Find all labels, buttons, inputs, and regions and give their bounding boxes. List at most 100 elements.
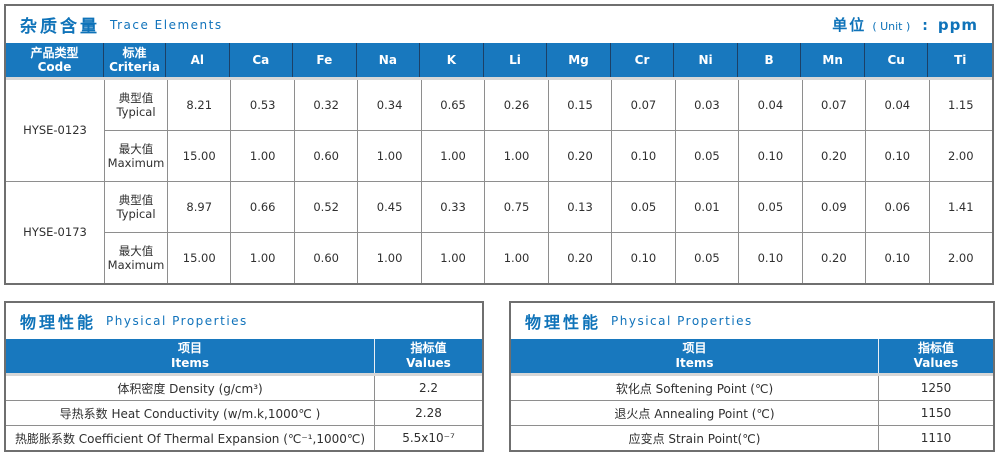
element-column-header: Ti [954,52,967,67]
element-column-header: B [738,43,802,77]
trace-value-cell: 0.04 [866,80,929,130]
phys-right-title-bar: 物理性能 Physical Properties [511,303,993,339]
values-column-header: 指标值 Values [913,341,959,370]
trace-value-cell: 0.66 [231,182,294,232]
phys-value-cell: 2.2 [375,376,482,400]
product-code-cell: HYSE-0123 [6,80,104,181]
element-column-header: Cr [611,43,675,77]
phys-item-cell: 软化点 Softening Point (℃) [511,376,878,400]
element-column-header: Li [484,43,548,77]
phys-left-title-bar: 物理性能 Physical Properties [6,303,482,339]
trace-value-cell: 0.60 [294,131,358,181]
trace-value-cell: 1.41 [929,182,992,232]
criteria-label-cell: 最大值 Maximum [105,131,167,181]
trace-value-cell: 0.20 [548,131,612,181]
trace-value-cell: 0.10 [866,131,929,181]
element-column-header: K [420,43,484,77]
items-column-header: 项目 Items [6,339,375,373]
criteria-label-cell: 典型值 Typical [105,80,167,130]
phys-item-cell: 导热系数 Heat Conductivity (w/m.k,1000℃ ) [6,401,374,425]
trace-value-cell: 0.10 [866,233,929,283]
trace-title-cn: 杂质含量 [20,17,100,37]
phys-item-cell: 退火点 Annealing Point (℃) [511,401,878,425]
trace-value-cell: 0.05 [675,131,739,181]
trace-value-cell: 1.00 [231,131,294,181]
trace-value-cell: 2.00 [929,131,992,181]
trace-value-cell: 0.20 [548,233,612,283]
element-column-header: Mn [801,43,865,77]
element-column-header: Fe [293,43,357,77]
phys-right-header-row: 项目 Items 指标值 Values [511,339,993,376]
trace-value-cell: 0.01 [675,182,739,232]
trace-value-cell: 0.04 [739,80,802,130]
element-column-header: Cu [865,43,929,77]
trace-value-cell: 0.20 [802,131,866,181]
values-column-header: 指标值 Values [406,341,451,370]
trace-title-bar: 杂质含量 Trace Elements 单位 ( Unit ) : ppm [6,6,992,43]
trace-value-cell: 0.07 [612,80,675,130]
phys-left-header-row: 项目 Items 指标值 Values [6,339,482,376]
trace-value-cell: 0.10 [612,233,675,283]
trace-value-cell: 0.34 [358,80,421,130]
trace-value-cell: 0.13 [548,182,612,232]
phys-right-title-cn: 物理性能 [525,313,602,332]
trace-value-cell: 1.00 [421,233,485,283]
phys-item-cell: 体积密度 Density (g/cm³) [6,376,374,400]
trace-value-cell: 15.00 [168,233,231,283]
code-column-header: 产品类型 Code [6,43,104,77]
trace-value-cell: 0.05 [612,182,675,232]
criteria-column-header: 标准 Criteria [104,43,166,77]
phys-value-cell: 1150 [879,401,993,425]
trace-value-cell: 0.33 [421,182,485,232]
phys-item-cell: 应变点 Strain Point(℃) [511,426,878,450]
trace-value-cell: 0.65 [421,80,485,130]
phys-value-cell: 1110 [879,426,993,450]
trace-value-cell: 0.06 [866,182,929,232]
phys-left-title-en: Physical Properties [106,314,248,328]
unit-separator: : [922,18,928,34]
element-column-header: Ni [674,43,738,77]
trace-value-cell: 1.00 [358,233,421,283]
trace-value-cell: 0.53 [231,80,294,130]
trace-title-en: Trace Elements [110,17,223,32]
trace-value-cell: 0.10 [739,131,802,181]
element-column-header: Al [166,43,230,77]
phys-value-cell: 5.5x10⁻⁷ [375,426,482,450]
phys-item-cell: 热膨胀系数 Coefficient Of Thermal Expansion (… [6,426,374,450]
unit-label-cn: 单位 [832,16,867,34]
trace-value-cell: 0.20 [802,233,866,283]
trace-elements-table: 杂质含量 Trace Elements 单位 ( Unit ) : ppm 产品… [4,4,994,285]
element-column-header: Mg [547,43,611,77]
phys-value-cell: 1250 [879,376,993,400]
trace-value-cell: 2.00 [929,233,992,283]
unit-value: ppm [937,16,978,34]
trace-value-cell: 0.03 [675,80,739,130]
phys-left-title-cn: 物理性能 [20,313,97,332]
items-column-header: 项目 Items [511,339,879,373]
trace-value-cell: 0.52 [294,182,358,232]
phys-value-cell: 2.28 [375,401,482,425]
unit-indicator: 单位 ( Unit ) : ppm [832,14,978,35]
physical-properties-table-right: 物理性能 Physical Properties 项目 Items 指标值 Va… [509,301,995,452]
element-column-header: Ca [230,43,294,77]
product-code-cell: HYSE-0173 [6,182,104,283]
trace-value-cell: 0.10 [612,131,675,181]
trace-value-cell: 0.05 [675,233,739,283]
trace-value-cell: 0.05 [739,182,802,232]
trace-value-cell: 1.00 [358,131,421,181]
trace-value-cell: 1.00 [485,233,548,283]
element-column-header: Na [357,43,421,77]
trace-value-cell: 0.09 [802,182,866,232]
trace-value-cell: 0.75 [485,182,548,232]
trace-value-cell: 0.26 [485,80,548,130]
trace-value-cell: 1.00 [231,233,294,283]
trace-value-cell: 1.00 [421,131,485,181]
phys-right-title-en: Physical Properties [611,314,753,328]
phys-left-body: 体积密度 Density (g/cm³) 2.2 导热系数 Heat Conduct… [6,376,482,450]
phys-right-body: 软化点 Softening Point (℃) 1250 退火点 Annealing… [511,376,993,450]
trace-value-cell: 0.15 [548,80,612,130]
criteria-label-cell: 典型值 Typical [105,182,167,232]
trace-value-cell: 15.00 [168,131,231,181]
trace-value-cell: 8.21 [168,80,231,130]
trace-value-cell: 0.45 [358,182,421,232]
